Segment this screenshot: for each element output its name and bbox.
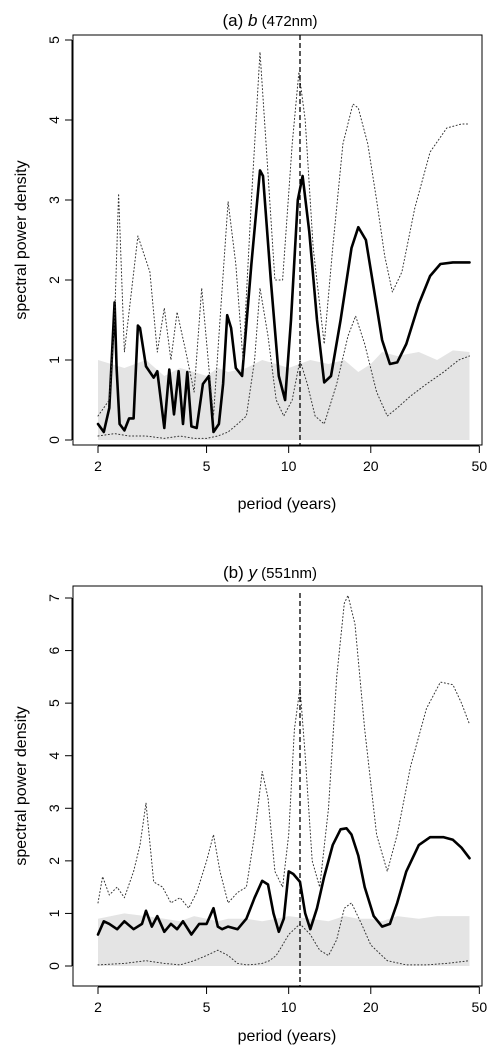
panel-b-series-layer (96, 594, 471, 966)
panel-b-title-var: y (247, 563, 258, 582)
panel-a-y-tick-label: 5 (46, 36, 62, 44)
panel-b-lower-bound-line (97, 902, 470, 966)
panel-b-y-tick-label: 3 (46, 804, 62, 812)
panel-a-title-var: b (248, 11, 257, 30)
panel-a-upper-bound-line (97, 51, 470, 417)
panel-a-y-tick-label: 4 (46, 116, 62, 124)
panel-a-x-axis-label: period (years) (238, 496, 337, 513)
panel-b-x-tick-label: 10 (281, 999, 297, 1015)
panel-b-y-tick-label: 1 (46, 909, 62, 917)
panel-a-y-axis-label: spectral power density (13, 160, 30, 319)
panel-a-y-tick-label: 3 (46, 196, 62, 204)
panel-a-title-suffix: (472nm) (257, 13, 317, 30)
panel-a-y-tick-label: 2 (46, 276, 62, 284)
panel-b-x-axis: 2 5 10 20 50 (94, 986, 488, 1015)
panel-b-significance-band (98, 913, 470, 966)
panel-a-x-tick-label: 10 (281, 458, 297, 474)
panel-a-x-tick-label: 50 (472, 458, 488, 474)
panel-a-x-tick-label: 5 (203, 458, 211, 474)
panel-b-y-tick-label: 0 (46, 962, 62, 970)
panel-a-title: (a) b (472nm) (223, 11, 318, 30)
panel-a-y-axis: 0 1 2 3 4 5 (46, 36, 73, 444)
panel-b-x-tick-label: 50 (472, 999, 488, 1015)
panel-b-y-tick-label: 4 (46, 752, 62, 760)
panel-a-spectrum-line (96, 169, 471, 434)
panel-a-plot-frame (72, 34, 483, 446)
panel-b-y-axis-label: spectral power density (13, 706, 30, 865)
panel-b-spectrum-line (96, 826, 471, 936)
panel-a-title-prefix: (a) (223, 11, 249, 30)
panel-b-x-tick-label: 2 (94, 999, 102, 1015)
panel-a-x-axis: 2 5 10 20 50 (94, 445, 488, 474)
panel-a-series-layer (96, 51, 471, 439)
panel-a: (a) b (472nm) 2 5 10 20 50 0 1 2 3 4 5 period (ye… (13, 11, 487, 513)
panel-b-title-prefix: (b) (223, 563, 249, 582)
panel-b-y-axis: 0 1 2 3 4 5 6 7 (46, 594, 73, 970)
panel-a-x-tick-label: 2 (94, 458, 102, 474)
panel-a-y-tick-label: 0 (46, 436, 62, 444)
panel-b-x-tick-label: 20 (363, 999, 379, 1015)
panel-b-title: (b) y (551nm) (223, 563, 317, 582)
panel-a-x-tick-label: 20 (363, 458, 379, 474)
panel-b-upper-bound-line (97, 594, 470, 909)
panel-b-band-layer (98, 913, 470, 966)
panel-a-y-tick-label: 1 (46, 356, 62, 364)
panel-b-y-tick-label: 2 (46, 857, 62, 865)
panel-b-y-tick-label: 7 (46, 594, 62, 602)
panel-b-x-axis-label: period (years) (238, 1028, 337, 1045)
panel-b-y-tick-label: 5 (46, 699, 62, 707)
panel-b: (b) y (551nm) 2 5 10 20 50 0 1 2 3 4 5 6 7 period (… (13, 563, 487, 1045)
panel-b-title-suffix: (551nm) (257, 565, 317, 582)
panel-b-x-tick-label: 5 (203, 999, 211, 1015)
panel-b-y-tick-label: 6 (46, 646, 62, 654)
panel-b-plot-frame (72, 585, 483, 987)
